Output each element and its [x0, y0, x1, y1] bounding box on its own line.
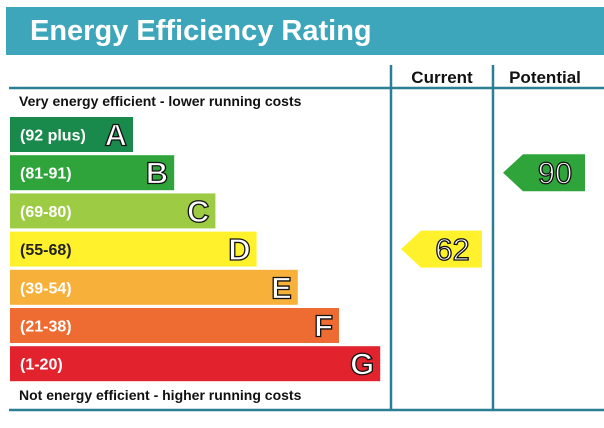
- band-letter: B: [146, 156, 168, 191]
- chart-frame: [9, 65, 604, 412]
- band-d: (55-68) D: [10, 231, 257, 268]
- title-bar: Energy Efficiency Rating: [6, 7, 604, 55]
- potential-rating-marker-value: 90: [538, 156, 572, 191]
- band-e: (39-54) E: [10, 270, 298, 306]
- band-f: (21-38) F: [10, 308, 339, 344]
- band-bar: [10, 231, 257, 267]
- band-bar: [10, 269, 298, 305]
- band-letter: D: [228, 232, 250, 267]
- band-bar: [10, 308, 339, 343]
- band-bar: [10, 117, 133, 152]
- band-range-label: (21-38): [20, 319, 72, 336]
- band-letter: F: [314, 309, 333, 344]
- band-range-label: (39-54): [20, 280, 72, 297]
- rating-markers: 62 90: [401, 154, 585, 268]
- rating-bands: (92 plus) A(81-91) B(69-80) C(55-68) D(39-54…: [10, 117, 381, 382]
- band-bar: [10, 193, 216, 229]
- band-b: (81-91) B: [10, 155, 175, 191]
- band-range-label: (69-80): [20, 204, 72, 221]
- page-title: Energy Efficiency Rating: [30, 15, 372, 47]
- band-letter: E: [271, 270, 292, 305]
- band-letter: C: [187, 194, 209, 229]
- band-c: (69-80) C: [10, 193, 216, 230]
- band-letter: G: [350, 347, 374, 382]
- current-rating-marker-arrow: [401, 230, 482, 268]
- band-range-label: (92 plus): [20, 128, 86, 145]
- band-letter: A: [105, 118, 127, 153]
- potential-rating-marker: 90: [503, 154, 585, 191]
- band-range-label: (81-91): [20, 166, 72, 183]
- band-g: (1-20) G: [10, 346, 381, 382]
- band-bar: [10, 155, 175, 191]
- band-bar: [10, 346, 381, 382]
- top-note: Very energy efficient - lower running co…: [19, 93, 302, 109]
- band-range-label: (1-20): [20, 357, 63, 374]
- current-column-header: Current: [411, 68, 473, 87]
- current-rating-marker-value: 62: [435, 232, 469, 267]
- current-rating-marker: 62: [401, 230, 482, 268]
- potential-column-header: Potential: [509, 68, 581, 87]
- potential-rating-marker-arrow: [503, 154, 585, 192]
- band-a: (92 plus) A: [10, 117, 133, 153]
- bottom-note: Not energy efficient - higher running co…: [19, 387, 302, 403]
- band-range-label: (55-68): [20, 242, 72, 259]
